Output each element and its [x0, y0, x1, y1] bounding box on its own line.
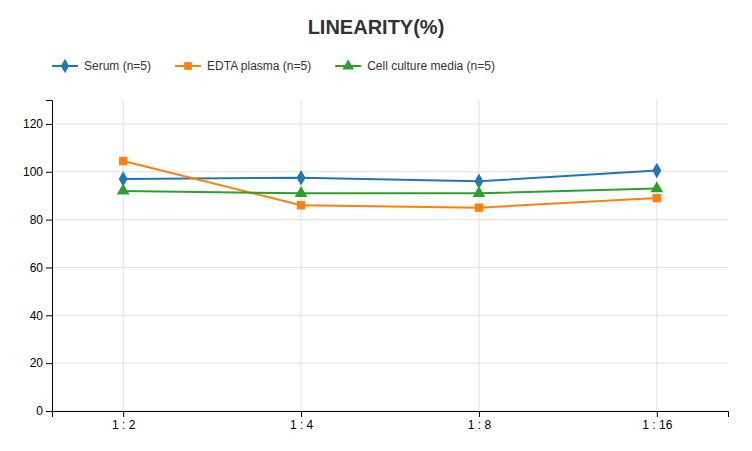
y-tick-label: 120	[23, 117, 43, 131]
y-axis-line	[46, 101, 53, 412]
legend-label: Serum (n=5)	[84, 59, 151, 73]
series-point	[119, 157, 127, 165]
grid-line-y	[52, 315, 728, 316]
series	[119, 157, 661, 212]
y-tick-label: 40	[30, 309, 44, 323]
legend-symbol	[184, 62, 192, 70]
y-tick-line	[46, 267, 52, 268]
grid-line-x	[301, 100, 302, 411]
series-point	[475, 203, 483, 211]
x-tick: 1 : 8	[468, 411, 492, 432]
x-tick-label: 1 : 8	[468, 418, 492, 432]
series-point	[473, 186, 486, 197]
x-tick: 1 : 4	[290, 411, 314, 432]
series-point	[650, 181, 663, 192]
y-tick-label: 100	[23, 165, 43, 179]
legend: Serum (n=5) EDTA plasma (n=5) Cell culture…	[52, 59, 495, 73]
series-line	[123, 161, 657, 208]
x-tick-label: 1 : 16	[642, 418, 672, 432]
series-line	[123, 189, 657, 194]
y-tick: 0	[36, 404, 52, 418]
legend-item: Cell culture media (n=5)	[335, 59, 495, 73]
y-tick-line	[46, 315, 52, 316]
series	[117, 181, 663, 197]
x-tick-line	[479, 411, 480, 417]
y-tick-label: 60	[30, 261, 44, 275]
y-tick: 40	[30, 309, 52, 323]
grid-line-x	[123, 100, 124, 411]
x-tick-line	[301, 411, 302, 417]
y-tick-line	[46, 220, 52, 221]
grid-line-y	[52, 123, 728, 124]
y-tick-label: 20	[30, 356, 44, 370]
series-point	[297, 201, 305, 209]
grid-line-y	[52, 267, 728, 268]
chart-title: LINEARITY(%)	[308, 16, 445, 38]
grid-line-x	[656, 100, 657, 411]
y-tick-line	[46, 411, 52, 412]
x-tick-line	[123, 411, 124, 417]
x-axis: 1 : 2 1 : 4 1 : 8 1 : 16	[53, 411, 729, 432]
chart-svg: LINEARITY(%)0204060801001201 : 21 : 41 :…	[0, 0, 752, 451]
legend-symbol	[342, 59, 354, 69]
series-point	[653, 194, 661, 202]
series	[119, 163, 662, 189]
y-tick-line	[46, 363, 52, 364]
y-axis: 0 20 40 60 80 100 120	[23, 101, 53, 419]
x-tick-label: 1 : 4	[290, 418, 314, 432]
plot-area: 0 20 40 60 80 100 120 1 : 2 1 : 4 1 : 8 1 : 16	[23, 100, 729, 432]
y-tick: 100	[23, 165, 52, 179]
legend-label: Cell culture media (n=5)	[367, 59, 495, 73]
x-tick-line	[657, 411, 658, 417]
grid-line-x	[478, 100, 479, 411]
y-tick: 60	[30, 261, 52, 275]
x-tick: 1 : 2	[112, 411, 136, 432]
legend-item: EDTA plasma (n=5)	[175, 59, 311, 73]
y-tick-line	[46, 124, 52, 125]
y-tick: 120	[23, 117, 52, 131]
series-point	[295, 186, 308, 197]
y-tick-label: 80	[30, 213, 44, 227]
legend-label: EDTA plasma (n=5)	[207, 59, 311, 73]
legend-symbol	[61, 59, 69, 73]
x-axis-line	[53, 412, 729, 418]
y-tick-line	[46, 172, 52, 173]
x-tick: 1 : 16	[642, 411, 672, 432]
x-tick-label: 1 : 2	[112, 418, 136, 432]
y-tick: 20	[30, 356, 52, 370]
series-point	[652, 163, 661, 179]
y-tick: 80	[30, 213, 52, 227]
series-line	[123, 171, 657, 182]
series-point	[117, 184, 130, 195]
series-marks	[117, 157, 663, 212]
grid-line-y	[52, 363, 728, 364]
y-tick-label: 0	[36, 404, 43, 418]
grid	[52, 100, 728, 411]
legend-item: Serum (n=5)	[52, 59, 151, 73]
series-point	[297, 170, 306, 186]
grid-line-y	[52, 219, 728, 220]
